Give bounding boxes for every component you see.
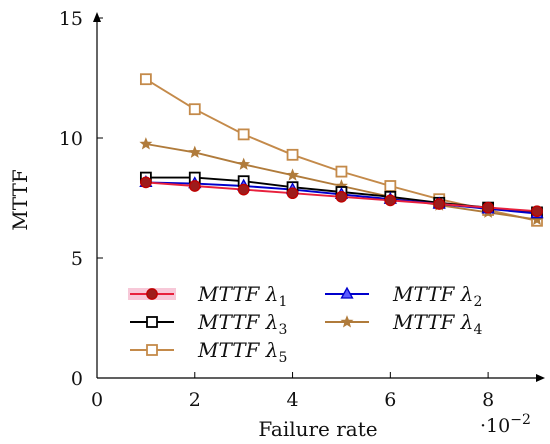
x-axis-label: Failure rate: [258, 417, 377, 441]
series-1-point: [237, 183, 250, 196]
legend-marker: [340, 315, 354, 328]
series-1-point: [286, 187, 299, 200]
series-5-point: [237, 128, 250, 141]
x-multiplier: ·10−2: [480, 412, 531, 437]
legend-label: MTTF λ1: [197, 282, 287, 310]
series-1-point: [433, 198, 446, 210]
series-4-point: [237, 157, 251, 170]
legend-item-4: MTTF λ4: [325, 310, 482, 338]
axes: [93, 12, 545, 382]
series-1-point: [531, 205, 543, 218]
x-multiplier-exponent: −2: [510, 412, 531, 428]
x-tick-label: 8: [482, 389, 494, 411]
legend-label-sub: 1: [278, 294, 287, 310]
legend-item-1: MTTF λ1: [128, 282, 287, 310]
series-markers: [139, 73, 544, 227]
y-axis-label: MTTF: [8, 169, 32, 231]
legend-label-base: MTTF λ: [392, 310, 473, 334]
legend-label-base: MTTF λ: [392, 282, 473, 306]
series-1-point: [335, 190, 348, 203]
x-tick-label: 2: [189, 389, 201, 411]
series-4-point: [139, 137, 153, 150]
series-1-point: [384, 194, 397, 207]
legend-label: MTTF λ5: [197, 338, 287, 366]
legend-label-base: MTTF λ: [197, 310, 278, 334]
series-4-point: [286, 168, 300, 181]
legend-item-5: MTTF λ5: [130, 338, 287, 366]
series-5-point: [384, 180, 397, 192]
y-tick-label: 10: [59, 128, 83, 150]
legend-label: MTTF λ2: [392, 282, 482, 310]
y-tick-label: 5: [71, 248, 83, 270]
legend-label-sub: 2: [473, 294, 482, 310]
x-tick-label: 6: [384, 389, 396, 411]
series-1-point: [188, 180, 201, 192]
legend-label-sub: 5: [278, 350, 287, 366]
legend-marker: [146, 288, 158, 300]
x-tick-label: 0: [91, 389, 103, 411]
series-5-point: [286, 148, 299, 161]
x-tick-label: 4: [287, 389, 299, 411]
x-multiplier-base: ·10: [480, 415, 510, 437]
y-tick-label: 0: [71, 368, 83, 390]
x-axis-arrow: [536, 374, 545, 382]
legend-label-sub: 3: [278, 322, 287, 338]
legend-label-base: MTTF λ: [197, 282, 278, 306]
series-5-point: [188, 103, 201, 116]
legend-item-2: MTTF λ2: [325, 282, 482, 310]
series-1-point: [140, 176, 152, 189]
legend-marker: [340, 286, 354, 299]
legend-item-3: MTTF λ3: [130, 310, 287, 338]
legend-marker: [146, 316, 158, 328]
legend-marker: [146, 344, 158, 356]
series-4-point: [188, 145, 202, 158]
series-5-point: [335, 165, 348, 178]
y-tick-label: 15: [59, 8, 83, 30]
y-axis-arrow: [93, 12, 101, 22]
series-1-point: [482, 201, 494, 214]
legend-label: MTTF λ4: [392, 310, 482, 338]
series-5-point: [139, 73, 152, 86]
legend-label-base: MTTF λ: [197, 338, 278, 362]
legend-label-sub: 4: [473, 322, 482, 338]
legend-label: MTTF λ3: [197, 310, 287, 338]
